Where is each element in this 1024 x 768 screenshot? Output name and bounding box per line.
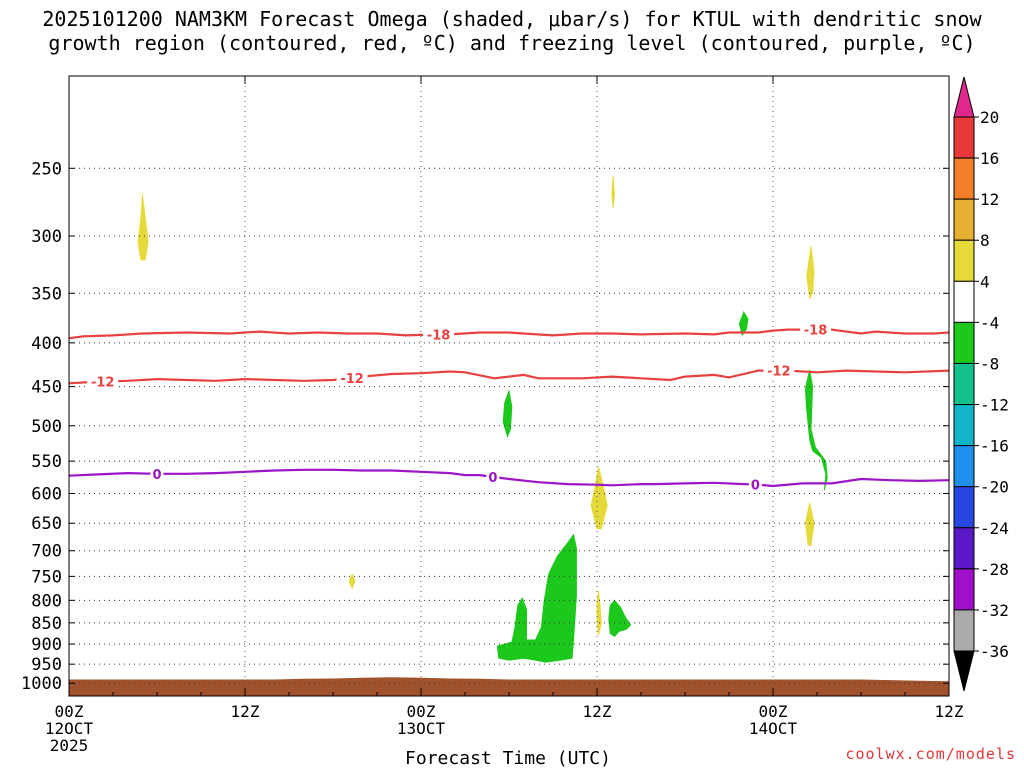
contour-label-bg-1-2	[763, 363, 795, 378]
x-tick-label-4-0: 00Z	[759, 702, 788, 721]
chart-title-line1: 2025101200 NAM3KM Forecast Omega (shaded…	[42, 7, 982, 31]
contour-label-1-1: -12	[340, 372, 364, 387]
colorbar-swatch-3	[953, 239, 975, 282]
colorbar-label-0: 20	[980, 108, 999, 127]
contour-label-bg-0-0	[423, 327, 455, 342]
colorbar-swatch-9	[953, 486, 975, 529]
colorbar-label-13: -36	[980, 642, 1009, 661]
colorbar-label-8: -16	[980, 437, 1009, 456]
contour-label-bg-0-1	[800, 322, 832, 337]
y-tick-label-850: 850	[31, 614, 62, 634]
contour-label-bg-1-1	[336, 370, 368, 385]
colorbar-swatch-4	[953, 280, 975, 323]
colorbar-label-3: 8	[980, 231, 990, 250]
terrain-layer	[69, 677, 949, 696]
omega-region-0	[137, 194, 149, 261]
y-tick-label-550: 550	[31, 452, 62, 472]
contour-label-0-1: -18	[804, 324, 828, 339]
contour-label-bg-2-1	[486, 469, 500, 484]
contour-label-1-2: -12	[767, 365, 791, 380]
colorbar-top-arrow	[953, 76, 975, 118]
chart-title-line2: growth region (contoured, red, ºC) and f…	[48, 31, 976, 55]
colorbar-label-12: -32	[980, 601, 1009, 620]
y-tick-label-950: 950	[31, 655, 62, 675]
contour-layer: -18 -18 -12 -12 -12 0 0 0	[68, 322, 950, 494]
pressure-gridlines	[69, 76, 949, 696]
contour-label-2-0: 0	[152, 468, 161, 483]
omega-region-9	[804, 369, 828, 491]
y-tick-label-900: 900	[31, 635, 62, 655]
omega-region-1	[611, 175, 616, 208]
omega-region-3	[590, 466, 608, 530]
colorbar-label-10: -24	[980, 519, 1009, 538]
y-tick-label-750: 750	[31, 567, 62, 587]
x-tick-label-5-0: 12Z	[935, 702, 964, 721]
colorbar-label-11: -28	[980, 560, 1009, 579]
plot-frame	[68, 75, 950, 697]
omega-region-2	[806, 245, 815, 300]
y-tick-label-1000: 1000	[21, 674, 62, 694]
contour-label-bg-1-0	[87, 374, 119, 389]
y-tick-label-450: 450	[31, 378, 62, 398]
colorbar-swatch-12	[953, 609, 975, 652]
x-tick-label-0-0: 00Z	[55, 702, 84, 721]
colorbar-label-9: -20	[980, 478, 1009, 497]
contour-label-1-0: -12	[91, 376, 115, 391]
colorbar-label-7: -12	[980, 396, 1009, 415]
omega-region-6	[596, 590, 602, 636]
omega-region-5	[348, 572, 356, 590]
y-tick-label-650: 650	[31, 514, 62, 534]
contour-label-2-2: 0	[751, 479, 760, 494]
contour-label-0-0: -18	[427, 328, 451, 343]
x-tick-label-3-0: 12Z	[583, 702, 612, 721]
credit-text: coolwx.com/models	[845, 745, 1016, 763]
contour-label-bg-2-0	[150, 466, 164, 481]
y-tick-label-350: 350	[31, 284, 62, 304]
x-tick-label-2-1: 13OCT	[397, 719, 446, 738]
colorbar-label-1: 16	[980, 149, 999, 168]
y-tick-label-300: 300	[31, 227, 62, 247]
y-tick-label-400: 400	[31, 334, 62, 354]
x-axis-label: Forecast Time (UTC)	[405, 748, 611, 768]
contour-label-2-1: 0	[488, 471, 497, 486]
terrain-surface	[69, 677, 949, 696]
colorbar: 20 16 12 8 4 -4 -8 -12 -16 -20 -24 -28 -32 -36	[953, 76, 1009, 692]
contour-line-1	[68, 369, 950, 385]
x-tick-label-1-0: 12Z	[231, 702, 260, 721]
x-tick-label-4-1: 14OCT	[749, 719, 798, 738]
y-tick-label-250: 250	[31, 159, 62, 179]
colorbar-label-5: -4	[980, 313, 999, 332]
colorbar-swatch-2	[953, 198, 975, 241]
colorbar-swatch-0	[953, 116, 975, 159]
omega-shading-layer	[137, 175, 828, 663]
omega-region-7	[502, 389, 513, 438]
y-tick-label-600: 600	[31, 484, 62, 504]
colorbar-swatch-11	[953, 568, 975, 611]
omega-region-4	[804, 502, 815, 546]
y-axis: 2503003504004505005506006507007508008509…	[21, 159, 949, 694]
colorbar-swatch-1	[953, 157, 975, 200]
x-tick-label-0-2: 2025	[50, 736, 89, 755]
x-tick-label-0-1: 12OCT	[45, 719, 94, 738]
y-tick-label-800: 800	[31, 591, 62, 611]
colorbar-swatch-6	[953, 362, 975, 406]
colorbar-swatch-8	[953, 445, 975, 488]
omega-region-10	[496, 533, 577, 663]
colorbar-swatch-5	[953, 321, 975, 364]
colorbar-label-4: 4	[980, 272, 990, 291]
colorbar-label-6: -8	[980, 354, 999, 373]
contour-label-bg-2-2	[748, 477, 762, 492]
colorbar-swatch-10	[953, 527, 975, 570]
colorbar-swatch-7	[953, 404, 975, 447]
omega-region-11	[608, 599, 632, 638]
y-tick-label-700: 700	[31, 542, 62, 562]
x-tick-label-2-0: 00Z	[407, 702, 436, 721]
colorbar-bottom-arrow	[953, 650, 975, 692]
y-tick-label-500: 500	[31, 417, 62, 437]
colorbar-label-2: 12	[980, 190, 999, 209]
contour-line-2	[68, 468, 950, 488]
